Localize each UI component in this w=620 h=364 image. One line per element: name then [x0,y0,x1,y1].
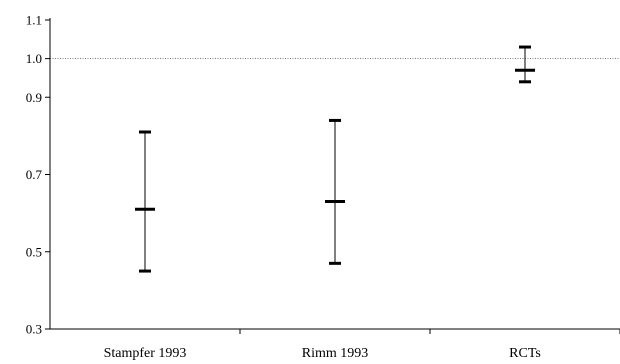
y-tick-label: 0.9 [26,90,42,105]
x-category-label: RCTs [509,346,541,361]
y-tick-label: 0.3 [26,322,42,337]
y-tick-label: 1.1 [26,13,42,28]
y-tick-label: 0.7 [26,167,43,182]
x-category-label: Stampfer 1993 [104,346,187,361]
y-tick-label: 0.5 [26,244,42,259]
error-bar [135,130,155,273]
error-bar [515,45,535,84]
y-tick-label: 1.0 [26,51,42,66]
error-bar [325,118,345,265]
x-category-label: Rimm 1993 [302,346,369,361]
